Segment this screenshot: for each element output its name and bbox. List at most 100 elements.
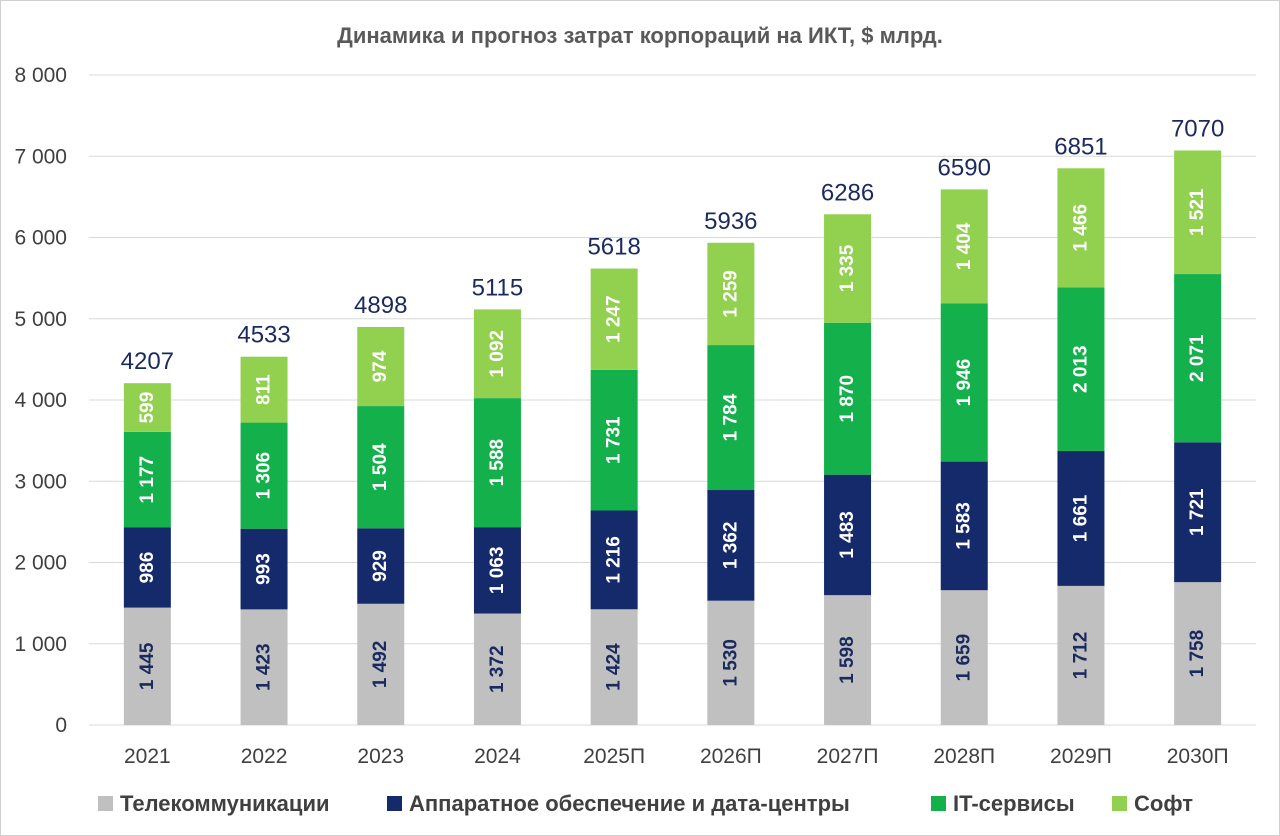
chart-title: Динамика и прогноз затрат корпораций на … — [337, 23, 943, 48]
data-label: 1 466 — [1070, 204, 1091, 252]
bar-segment — [824, 474, 872, 596]
x-tick-label: 2028П — [933, 745, 995, 768]
total-label: 5115 — [472, 274, 524, 301]
legend-label: Аппаратное обеспечение и дата-центры — [409, 791, 850, 816]
bar-stack: 1 423 993 1 306 811 4533 — [237, 322, 291, 725]
bar-segment — [473, 309, 521, 399]
bar-segment — [940, 189, 988, 304]
data-label: 1 598 — [837, 636, 858, 684]
legend-swatch — [98, 796, 113, 811]
data-label: 986 — [137, 552, 158, 584]
bar-stack: 1 372 1 063 1 588 1 092 5115 — [472, 274, 524, 725]
data-label: 1 092 — [487, 330, 508, 378]
y-tick-label: 3 000 — [14, 470, 67, 493]
bar-segment — [1057, 450, 1105, 586]
data-label: 1 492 — [370, 641, 391, 689]
data-label: 1 870 — [837, 375, 858, 423]
bars: 1 445 986 1 177 599 4207 1 423 993 1 306 811 4533… — [121, 115, 1224, 725]
y-tick-label: 6 000 — [14, 227, 67, 250]
data-label: 1 177 — [137, 456, 158, 504]
bar-segment — [240, 528, 288, 610]
x-tick-label: 2021 — [124, 745, 171, 768]
data-label: 993 — [254, 553, 275, 585]
bar-segment — [123, 527, 171, 608]
bar-segment — [1174, 150, 1222, 275]
bar-stack: 1 712 1 661 2 013 1 466 6851 — [1054, 133, 1108, 725]
bar-stack: 1 424 1 216 1 731 1 247 5618 — [587, 234, 641, 725]
data-label: 974 — [370, 350, 391, 382]
y-tick-label: 0 — [55, 714, 67, 737]
bar-segment — [473, 398, 521, 528]
bar-segment — [940, 303, 988, 462]
bar-segment — [707, 242, 755, 346]
y-tick-label: 2 000 — [14, 552, 67, 575]
data-label: 2 071 — [1187, 334, 1208, 382]
y-axis-ticks: 0 1 000 2 000 3 000 4 000 5 000 6 000 7 000 8 00… — [14, 64, 67, 737]
x-tick-label: 2030П — [1167, 745, 1229, 768]
data-label: 1 731 — [604, 416, 625, 464]
data-label: 1 521 — [1187, 188, 1208, 236]
data-label: 1 247 — [604, 295, 625, 343]
bar-stack: 1 445 986 1 177 599 4207 — [121, 348, 174, 725]
bar-segment — [824, 322, 872, 475]
bar-segment — [357, 406, 405, 529]
bar-segment — [357, 603, 405, 725]
x-axis-ticks: 2021 2022 2023 2024 2025П 2026П 2027П 2028П 2029… — [124, 745, 1229, 768]
data-label: 811 — [254, 374, 275, 405]
data-label: 1 063 — [487, 547, 508, 595]
y-tick-label: 4 000 — [14, 389, 67, 412]
data-label: 1 483 — [837, 511, 858, 559]
data-label: 1 530 — [720, 639, 741, 687]
bar-segment — [590, 268, 638, 370]
bar-segment — [1174, 582, 1222, 725]
data-label: 1 712 — [1070, 632, 1091, 680]
data-label: 1 583 — [954, 502, 975, 550]
legend-swatch — [1112, 796, 1127, 811]
bar-segment — [707, 600, 755, 725]
bar-stack: 1 758 1 721 2 071 1 521 7070 — [1171, 115, 1224, 725]
data-label: 1 661 — [1070, 494, 1091, 542]
data-label: 1 216 — [604, 536, 625, 584]
x-tick-label: 2029П — [1050, 745, 1112, 768]
legend: Телекоммуникации Аппаратное обеспечение и… — [98, 791, 1193, 816]
data-label: 1 424 — [604, 643, 625, 691]
legend-item: Аппаратное обеспечение и дата-центры — [387, 791, 850, 816]
legend-label: Телекоммуникации — [120, 791, 330, 816]
total-label: 4898 — [354, 292, 407, 319]
legend-swatch — [387, 796, 402, 811]
x-tick-label: 2022 — [241, 745, 288, 768]
data-label: 1 335 — [837, 244, 858, 292]
bar-segment — [123, 431, 171, 528]
bar-segment — [357, 326, 405, 407]
total-label: 6590 — [938, 154, 991, 181]
data-label: 1 946 — [954, 359, 975, 407]
bar-segment — [824, 214, 872, 323]
data-label: 1 758 — [1187, 630, 1208, 678]
bar-segment — [240, 422, 288, 529]
total-label: 4207 — [121, 348, 174, 375]
bar-segment — [123, 607, 171, 725]
data-label: 929 — [370, 550, 391, 582]
bar-segment — [590, 510, 638, 610]
x-tick-label: 2024 — [474, 745, 521, 768]
y-tick-label: 7 000 — [14, 145, 67, 168]
total-label: 6851 — [1054, 133, 1107, 160]
data-label: 1 306 — [254, 452, 275, 500]
data-label: 1 372 — [487, 645, 508, 693]
x-tick-label: 2027П — [817, 745, 879, 768]
data-label: 1 404 — [954, 222, 975, 270]
bar-segment — [940, 590, 988, 725]
total-label: 5936 — [704, 208, 757, 235]
data-label: 1 504 — [370, 443, 391, 491]
y-tick-label: 1 000 — [14, 633, 67, 656]
data-label: 1 721 — [1187, 488, 1208, 536]
x-tick-label: 2023 — [357, 745, 404, 768]
total-label: 5618 — [587, 234, 640, 261]
x-tick-label: 2026П — [700, 745, 762, 768]
bar-segment — [123, 383, 171, 432]
bar-segment — [590, 609, 638, 725]
data-label: 599 — [137, 392, 158, 424]
bar-stack: 1 530 1 362 1 784 1 259 5936 — [704, 208, 758, 725]
bar-segment — [824, 595, 872, 725]
